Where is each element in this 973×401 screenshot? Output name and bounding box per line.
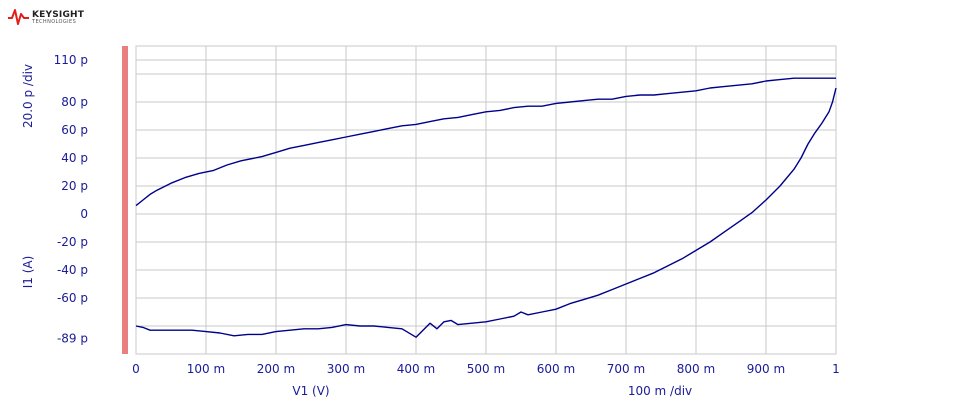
series-line-2 [135,87,837,338]
x-tick-label: 600 m [537,362,575,376]
y-tick-label: -20 p [57,235,88,249]
y-tick-label: 80 p [61,95,88,109]
marker-bar [122,46,128,354]
traces [135,77,837,338]
x-tick-label: 400 m [397,362,435,376]
y-axis-title: I1 (A) [21,256,35,289]
x-tick-label: 800 m [677,362,715,376]
brand-name: KEYSIGHT [32,10,85,20]
grid [135,45,837,355]
y-tick-label: 20 p [61,179,88,193]
brand-subtitle: TECHNOLOGIES [32,19,77,25]
x-tick-label: 300 m [327,362,365,376]
x-tick-labels: 0 100 m 200 m 300 m 400 m 500 m 600 m 700 m 800 … [132,362,840,376]
x-tick-label: 500 m [467,362,505,376]
x-tick-label: 0 [132,362,140,376]
y-tick-labels: 110 p 80 p 60 p 40 p 20 p 0 -20 p -40 p -60 p -89… [54,53,88,346]
x-tick-label: 700 m [607,362,645,376]
x-scale-label: 100 m /div [628,384,692,398]
y-tick-label: 40 p [61,151,88,165]
keysight-wave-icon [8,9,29,25]
x-axis-title: V1 (V) [292,384,329,398]
y-tick-label: 0 [80,207,88,221]
x-tick-label: 100 m [187,362,225,376]
y-tick-label: 110 p [54,53,88,67]
y-tick-label: 60 p [61,123,88,137]
x-tick-label: 200 m [257,362,295,376]
keysight-logo: KEYSIGHT TECHNOLOGIES [8,4,98,26]
series-line-1 [135,77,836,207]
x-tick-label: 900 m [747,362,785,376]
y-tick-label: -60 p [57,291,88,305]
y-tick-label: -89 p [57,332,88,346]
y-scale-label: 20.0 p /div [21,64,35,128]
y-tick-label: -40 p [57,263,88,277]
x-tick-label: 1 [832,362,840,376]
